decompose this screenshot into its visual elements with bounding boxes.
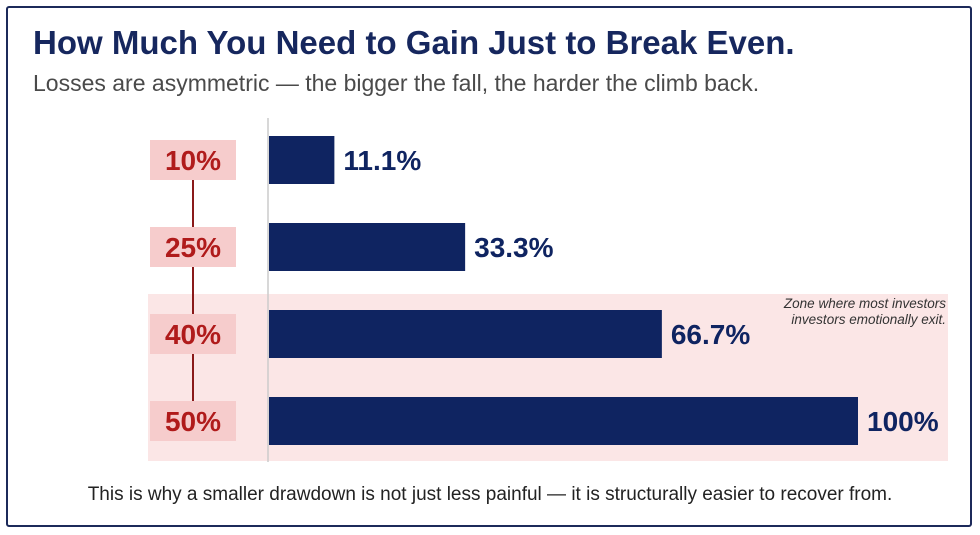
loss-label: 25% bbox=[165, 232, 221, 263]
bar bbox=[269, 223, 466, 271]
loss-label-bg bbox=[150, 140, 236, 180]
zone-annotation: Zone where most investors investors emot… bbox=[783, 296, 946, 327]
loss-label-bg bbox=[150, 401, 236, 441]
bar bbox=[269, 136, 335, 184]
loss-label: 50% bbox=[165, 406, 221, 437]
footnote: This is why a smaller drawdown is not ju… bbox=[87, 484, 893, 505]
bar bbox=[269, 397, 858, 445]
chart-subtitle: Losses are asymmetric — the bigger the f… bbox=[33, 70, 760, 96]
data-label: 11.1% bbox=[343, 145, 421, 176]
bar bbox=[269, 310, 662, 358]
loss-label: 40% bbox=[165, 319, 221, 350]
loss-label-bg bbox=[150, 227, 236, 267]
data-label: 100% bbox=[867, 406, 939, 437]
data-label: 33.3% bbox=[474, 232, 553, 263]
data-label: 66.7% bbox=[671, 319, 750, 350]
loss-label: 10% bbox=[165, 145, 221, 176]
loss-label-bg bbox=[150, 314, 236, 354]
chart-title: How Much You Need to Gain Just to Break … bbox=[33, 24, 795, 61]
chart-frame bbox=[6, 6, 972, 527]
